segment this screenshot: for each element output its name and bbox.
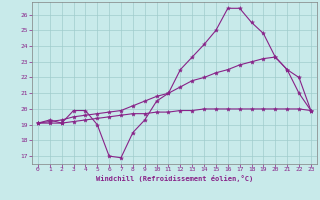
X-axis label: Windchill (Refroidissement éolien,°C): Windchill (Refroidissement éolien,°C) [96,175,253,182]
